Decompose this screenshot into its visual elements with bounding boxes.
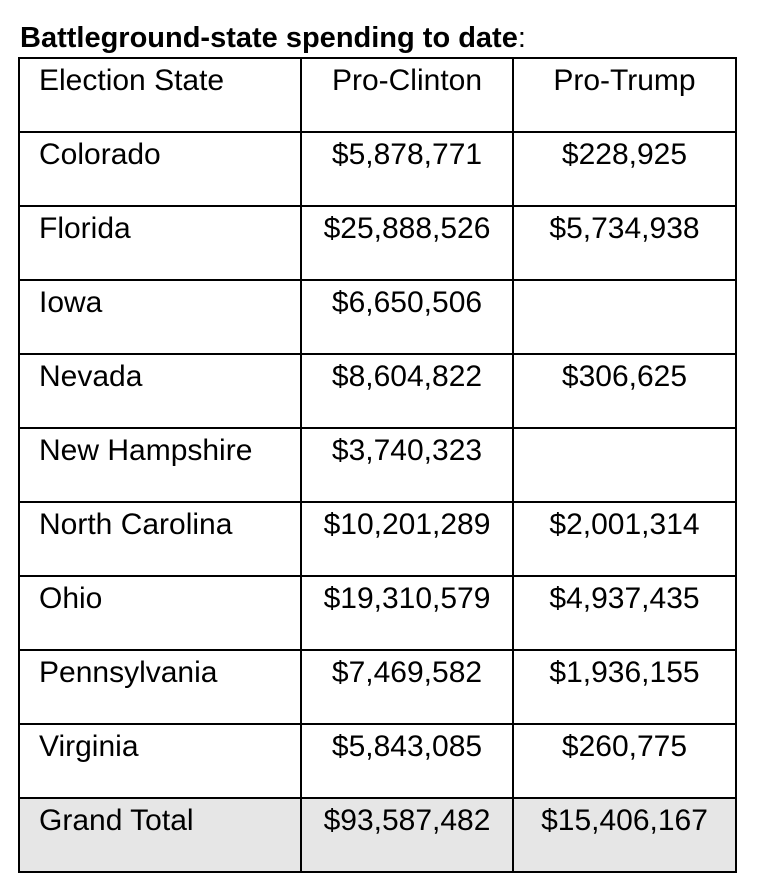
state-cell: Florida bbox=[18, 205, 302, 281]
table-row: Iowa $6,650,506 bbox=[18, 279, 737, 355]
pro-trump-cell: $2,001,314 bbox=[512, 501, 737, 577]
table-row: North Carolina $10,201,289 $2,001,314 bbox=[18, 501, 737, 577]
table-row: Florida $25,888,526 $5,734,938 bbox=[18, 205, 737, 281]
grand-total-pro-clinton: $93,587,482 bbox=[300, 797, 514, 873]
state-cell: Ohio bbox=[18, 575, 302, 651]
state-cell: Iowa bbox=[18, 279, 302, 355]
pro-clinton-cell: $10,201,289 bbox=[300, 501, 514, 577]
header-pro-clinton: Pro-Clinton bbox=[300, 57, 514, 133]
pro-clinton-cell: $7,469,582 bbox=[300, 649, 514, 725]
pro-trump-cell bbox=[512, 427, 737, 503]
heading-title: Battleground-state spending to date bbox=[20, 22, 518, 54]
table-row: Colorado $5,878,771 $228,925 bbox=[18, 131, 737, 207]
header-pro-trump: Pro-Trump bbox=[512, 57, 737, 133]
pro-trump-cell: $228,925 bbox=[512, 131, 737, 207]
table-row: Ohio $19,310,579 $4,937,435 bbox=[18, 575, 737, 651]
header-election-state: Election State bbox=[18, 57, 302, 133]
pro-clinton-cell: $6,650,506 bbox=[300, 279, 514, 355]
heading-colon: : bbox=[517, 22, 526, 54]
pro-clinton-cell: $8,604,822 bbox=[300, 353, 514, 429]
table-row: Virginia $5,843,085 $260,775 bbox=[18, 723, 737, 799]
spending-table: Election State Pro-Clinton Pro-Trump Col… bbox=[18, 57, 737, 873]
pro-trump-cell bbox=[512, 279, 737, 355]
pro-trump-cell: $5,734,938 bbox=[512, 205, 737, 281]
table-row: Nevada $8,604,822 $306,625 bbox=[18, 353, 737, 429]
state-cell: Nevada bbox=[18, 353, 302, 429]
state-cell: Pennsylvania bbox=[18, 649, 302, 725]
state-cell: New Hampshire bbox=[18, 427, 302, 503]
state-cell: Virginia bbox=[18, 723, 302, 799]
pro-clinton-cell: $25,888,526 bbox=[300, 205, 514, 281]
pro-trump-cell: $306,625 bbox=[512, 353, 737, 429]
pro-trump-cell: $260,775 bbox=[512, 723, 737, 799]
table-row: New Hampshire $3,740,323 bbox=[18, 427, 737, 503]
grand-total-pro-trump: $15,406,167 bbox=[512, 797, 737, 873]
pro-clinton-cell: $5,878,771 bbox=[300, 131, 514, 207]
document-heading: Battleground-state spending to date: bbox=[20, 20, 526, 56]
state-cell: North Carolina bbox=[18, 501, 302, 577]
state-cell: Colorado bbox=[18, 131, 302, 207]
grand-total-label: Grand Total bbox=[18, 797, 302, 873]
pro-trump-cell: $1,936,155 bbox=[512, 649, 737, 725]
header-row: Election State Pro-Clinton Pro-Trump bbox=[18, 57, 737, 133]
pro-clinton-cell: $5,843,085 bbox=[300, 723, 514, 799]
pro-clinton-cell: $3,740,323 bbox=[300, 427, 514, 503]
pro-trump-cell: $4,937,435 bbox=[512, 575, 737, 651]
pro-clinton-cell: $19,310,579 bbox=[300, 575, 514, 651]
grand-total-row: Grand Total $93,587,482 $15,406,167 bbox=[18, 797, 737, 873]
table-row: Pennsylvania $7,469,582 $1,936,155 bbox=[18, 649, 737, 725]
